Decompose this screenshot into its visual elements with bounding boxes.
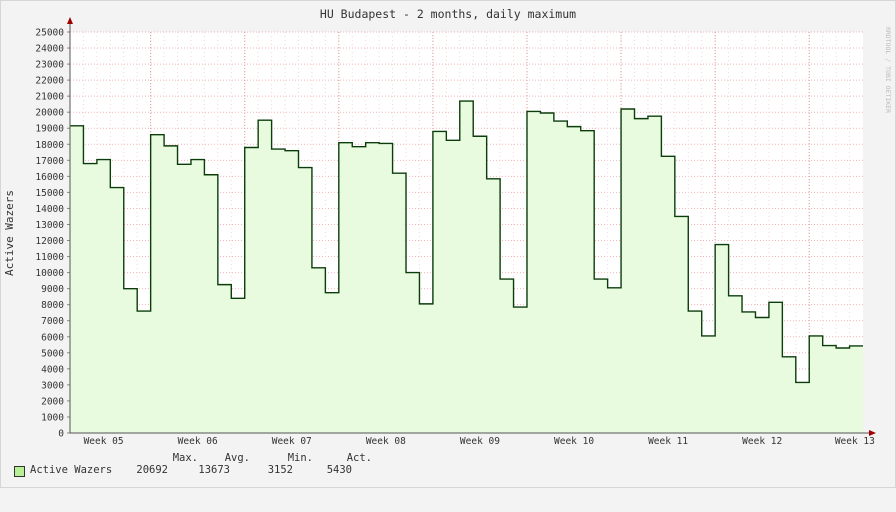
y-tick-label: 21000 — [35, 92, 64, 103]
y-tick-label: 24000 — [35, 44, 64, 55]
y-tick-label: 22000 — [35, 76, 64, 87]
y-tick-label: 9000 — [41, 284, 64, 295]
area-fill — [70, 101, 863, 434]
x-tick-label: Week 05 — [84, 436, 124, 447]
x-tick-label: Week 06 — [178, 436, 218, 447]
data-area — [70, 100, 863, 434]
y-tick-label: 15000 — [35, 188, 64, 199]
y-tick-label: 16000 — [35, 172, 64, 183]
x-tick-label: Week 10 — [554, 436, 594, 447]
y-tick-label: 18000 — [35, 140, 64, 151]
y-tick-label: 19000 — [35, 124, 64, 135]
y-axis-label: Active Wazers — [3, 190, 16, 276]
x-tick-label: Week 13 — [835, 436, 875, 447]
y-tick-label: 7000 — [41, 316, 64, 327]
legend-label: Active Wazers — [30, 464, 113, 476]
y-tick-label: 6000 — [41, 332, 64, 343]
y-tick-label: 12000 — [35, 236, 64, 247]
x-tick-label: Week 07 — [272, 436, 312, 447]
y-tick-label: 17000 — [35, 156, 64, 167]
legend-header-max: Max. — [172, 452, 198, 464]
legend-act-value: 5430 — [326, 464, 352, 476]
legend-swatch — [14, 466, 25, 477]
legend-avg-value: 13673 — [198, 464, 230, 476]
y-tick-label: 8000 — [41, 300, 64, 311]
legend-header-avg: Avg. — [224, 452, 250, 464]
y-tick-label: 20000 — [35, 108, 64, 119]
y-tick-label: 4000 — [41, 364, 64, 375]
chart-canvas: 0 1000 2000 3000 4000 5000 6000 7000 8000 9000 100… — [3, 7, 892, 448]
watermark: RRDTOOL / TOBI OETIKER — [884, 27, 892, 113]
y-tick-label: 3000 — [41, 380, 64, 391]
tick-labels: 0 1000 2000 3000 4000 5000 6000 7000 8000 9000 100… — [35, 28, 874, 448]
x-axis-arrow — [869, 430, 876, 436]
y-tick-label: 11000 — [35, 252, 64, 263]
legend-max-value: 20692 — [136, 464, 168, 476]
y-tick-label: 2000 — [41, 396, 64, 407]
series-line — [70, 100, 863, 384]
y-tick-label: 23000 — [35, 60, 64, 71]
y-tick-label: 0 — [58, 429, 64, 440]
y-tick-label: 25000 — [35, 28, 64, 39]
y-tick-label: 13000 — [35, 220, 64, 231]
y-axis-arrow — [67, 17, 73, 24]
y-tick-label: 14000 — [35, 204, 64, 215]
y-tick-label: 1000 — [41, 412, 64, 423]
legend-min-value: 3152 — [267, 464, 293, 476]
legend-header: Max. Avg. Min. Act. — [148, 452, 372, 512]
axes — [67, 17, 876, 436]
y-tick-label: 5000 — [41, 348, 64, 359]
y-tick-label: 10000 — [35, 268, 64, 279]
x-tick-label: Week 11 — [648, 436, 688, 447]
x-tick-label: Week 12 — [742, 436, 782, 447]
legend-header-act: Act. — [346, 452, 372, 464]
legend-header-min: Min. — [287, 452, 313, 464]
chart-title: HU Budapest - 2 months, daily maximum — [320, 7, 576, 21]
x-tick-label: Week 08 — [366, 436, 406, 447]
x-tick-label: Week 09 — [460, 436, 500, 447]
